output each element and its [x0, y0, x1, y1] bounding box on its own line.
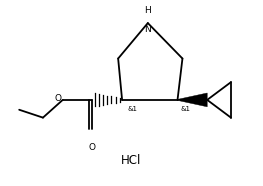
Text: O: O	[54, 94, 61, 103]
Text: &1: &1	[180, 106, 190, 112]
Text: N: N	[144, 25, 151, 34]
Text: HCl: HCl	[121, 154, 141, 167]
Text: &1: &1	[127, 106, 137, 112]
Text: H: H	[144, 6, 151, 15]
Polygon shape	[178, 93, 207, 107]
Text: O: O	[89, 143, 96, 152]
